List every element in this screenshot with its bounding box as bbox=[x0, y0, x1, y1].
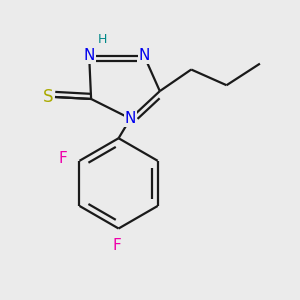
Text: H: H bbox=[98, 33, 108, 46]
Text: F: F bbox=[58, 151, 68, 166]
Text: N: N bbox=[138, 48, 150, 63]
Text: N: N bbox=[125, 111, 136, 126]
Text: N: N bbox=[83, 48, 95, 63]
Text: F: F bbox=[112, 238, 121, 253]
Text: S: S bbox=[43, 88, 53, 106]
